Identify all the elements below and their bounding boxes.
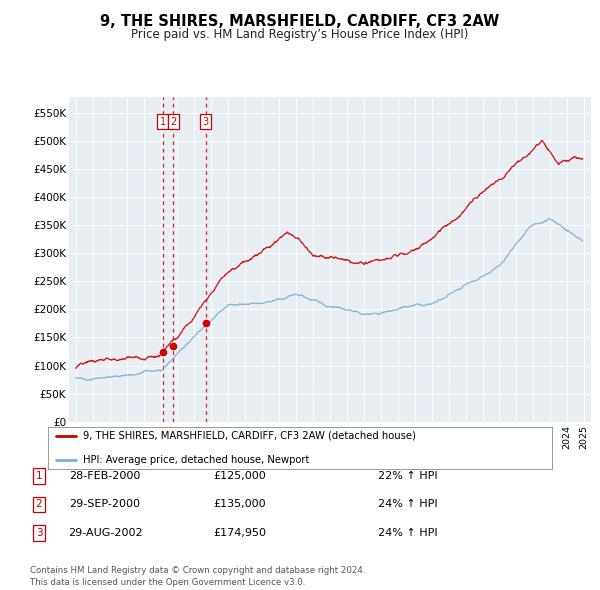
Text: 28-FEB-2000: 28-FEB-2000 — [70, 471, 140, 481]
Text: 2: 2 — [170, 117, 176, 127]
Text: 9, THE SHIRES, MARSHFIELD, CARDIFF, CF3 2AW (detached house): 9, THE SHIRES, MARSHFIELD, CARDIFF, CF3 … — [83, 431, 416, 441]
Text: 24% ↑ HPI: 24% ↑ HPI — [378, 528, 437, 537]
Text: 2: 2 — [35, 500, 43, 509]
Text: 3: 3 — [203, 117, 209, 127]
Text: 1: 1 — [35, 471, 43, 481]
Text: Price paid vs. HM Land Registry’s House Price Index (HPI): Price paid vs. HM Land Registry’s House … — [131, 28, 469, 41]
Text: 29-AUG-2002: 29-AUG-2002 — [68, 528, 142, 537]
Text: 29-SEP-2000: 29-SEP-2000 — [70, 500, 140, 509]
Text: 3: 3 — [35, 528, 43, 537]
Text: 24% ↑ HPI: 24% ↑ HPI — [378, 500, 437, 509]
Text: £174,950: £174,950 — [214, 528, 266, 537]
Text: HPI: Average price, detached house, Newport: HPI: Average price, detached house, Newp… — [83, 455, 310, 465]
Text: 9, THE SHIRES, MARSHFIELD, CARDIFF, CF3 2AW: 9, THE SHIRES, MARSHFIELD, CARDIFF, CF3 … — [100, 14, 500, 29]
Text: Contains HM Land Registry data © Crown copyright and database right 2024.
This d: Contains HM Land Registry data © Crown c… — [30, 566, 365, 587]
Text: 1: 1 — [160, 117, 166, 127]
Text: £125,000: £125,000 — [214, 471, 266, 481]
Text: 22% ↑ HPI: 22% ↑ HPI — [378, 471, 437, 481]
Text: £135,000: £135,000 — [214, 500, 266, 509]
